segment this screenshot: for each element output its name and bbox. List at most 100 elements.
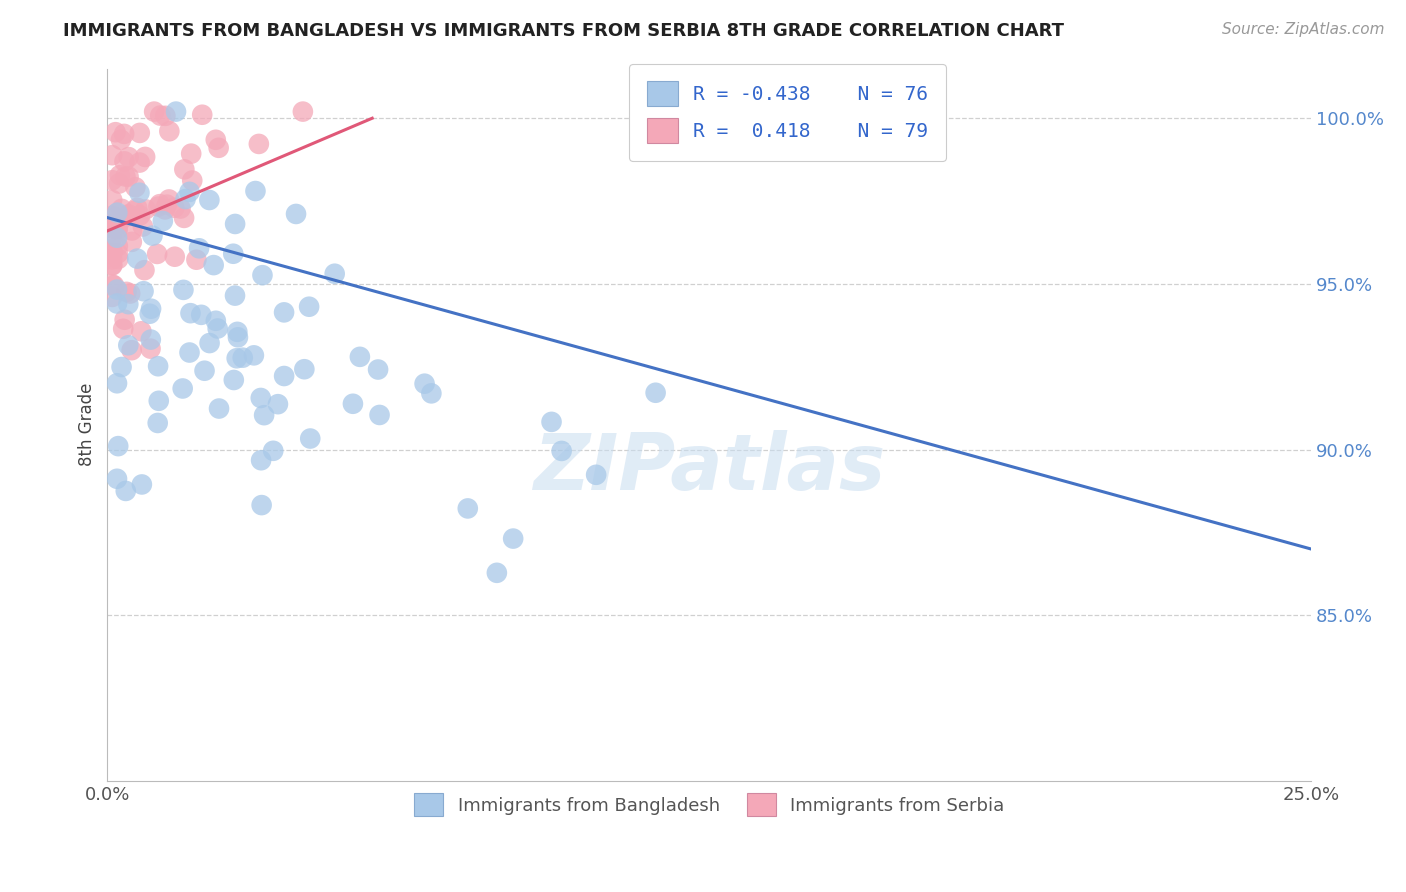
Point: [208, 401, 231, 416]
Point: [139, 307, 162, 321]
Point: [101, 193, 124, 207]
Point: [117, 209, 139, 223]
Point: [224, 217, 246, 231]
Point: [108, 168, 131, 182]
Point: [367, 362, 389, 376]
Point: [117, 169, 139, 184]
Point: [101, 252, 124, 267]
Point: [267, 397, 290, 411]
Point: [117, 338, 139, 352]
Point: [169, 202, 191, 216]
Point: [139, 342, 162, 356]
Point: [644, 385, 666, 400]
Point: [172, 382, 194, 396]
Text: IMMIGRANTS FROM BANGLADESH VS IMMIGRANTS FROM SERBIA 8TH GRADE CORRELATION CHART: IMMIGRANTS FROM BANGLADESH VS IMMIGRANTS…: [63, 22, 1064, 40]
Point: [148, 200, 170, 214]
Point: [155, 109, 177, 123]
Point: [226, 330, 249, 344]
Y-axis label: 8th Grade: 8th Grade: [79, 383, 96, 467]
Point: [179, 185, 201, 199]
Point: [132, 284, 155, 298]
Point: [165, 104, 187, 119]
Point: [273, 369, 295, 384]
Point: [163, 201, 186, 215]
Point: [149, 109, 172, 123]
Point: [173, 211, 195, 225]
Point: [105, 376, 128, 391]
Point: [105, 296, 128, 310]
Point: [232, 351, 254, 365]
Point: [550, 444, 572, 458]
Point: [124, 180, 146, 194]
Point: [188, 241, 211, 255]
Point: [128, 155, 150, 169]
Point: [107, 222, 129, 236]
Point: [135, 202, 157, 217]
Point: [131, 477, 153, 491]
Point: [131, 324, 153, 338]
Point: [245, 184, 267, 198]
Point: [110, 213, 132, 227]
Point: [146, 247, 169, 261]
Point: [485, 566, 508, 580]
Point: [172, 283, 194, 297]
Point: [105, 219, 128, 234]
Point: [243, 348, 266, 362]
Point: [107, 439, 129, 453]
Point: [127, 201, 149, 215]
Point: [420, 386, 443, 401]
Point: [224, 288, 246, 302]
Point: [104, 211, 127, 225]
Point: [413, 376, 436, 391]
Point: [179, 345, 201, 359]
Point: [115, 285, 138, 299]
Point: [222, 373, 245, 387]
Point: [342, 397, 364, 411]
Point: [204, 133, 226, 147]
Point: [101, 277, 124, 292]
Point: [103, 278, 125, 293]
Point: [250, 453, 273, 467]
Point: [121, 223, 143, 237]
Point: [174, 192, 197, 206]
Point: [149, 197, 172, 211]
Point: [112, 127, 135, 141]
Point: [250, 498, 273, 512]
Point: [585, 467, 607, 482]
Point: [148, 393, 170, 408]
Point: [132, 219, 155, 234]
Point: [121, 235, 143, 249]
Text: Source: ZipAtlas.com: Source: ZipAtlas.com: [1222, 22, 1385, 37]
Point: [157, 193, 180, 207]
Point: [134, 150, 156, 164]
Point: [323, 267, 346, 281]
Point: [107, 239, 129, 253]
Point: [105, 230, 128, 244]
Point: [252, 268, 274, 283]
Point: [202, 258, 225, 272]
Point: [198, 336, 221, 351]
Point: [540, 415, 562, 429]
Point: [208, 141, 231, 155]
Point: [120, 286, 142, 301]
Point: [173, 162, 195, 177]
Point: [262, 443, 284, 458]
Point: [152, 214, 174, 228]
Point: [249, 391, 271, 405]
Point: [180, 146, 202, 161]
Point: [205, 314, 228, 328]
Point: [107, 221, 129, 235]
Point: [349, 350, 371, 364]
Point: [101, 242, 124, 256]
Point: [105, 205, 128, 219]
Point: [225, 351, 247, 366]
Point: [121, 343, 143, 358]
Point: [273, 305, 295, 319]
Legend: Immigrants from Bangladesh, Immigrants from Serbia: Immigrants from Bangladesh, Immigrants f…: [405, 784, 1014, 825]
Point: [190, 308, 212, 322]
Point: [134, 263, 156, 277]
Point: [101, 209, 124, 223]
Point: [226, 325, 249, 339]
Point: [299, 432, 322, 446]
Point: [291, 104, 314, 119]
